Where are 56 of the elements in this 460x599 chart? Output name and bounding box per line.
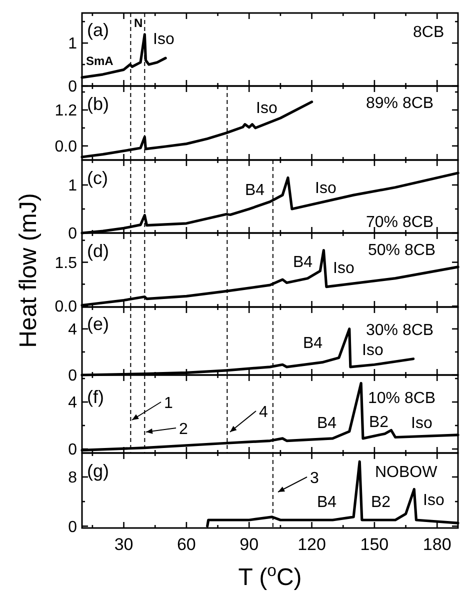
annotation: Iso	[153, 31, 174, 48]
annotation: Iso	[256, 100, 278, 117]
x-tick-label: 150	[360, 535, 389, 554]
annotation: 10% 8CB	[368, 390, 436, 407]
x-tick-label: 180	[422, 535, 452, 554]
y-tick-label: 4	[68, 394, 78, 412]
annotation: Iso	[315, 180, 336, 197]
annotation: B4	[317, 494, 337, 511]
y-tick-label: 4	[68, 322, 78, 338]
x-axis-title: T ($^{o}$C)	[238, 560, 302, 591]
annotation: 30% 8CB	[366, 322, 434, 339]
y-tick-label: 0	[68, 442, 78, 459]
y-axis-title: Heat flow (mJ)	[15, 193, 42, 348]
y-tick-label: 1	[68, 178, 78, 195]
annotation: NOBOW	[375, 464, 438, 481]
y-tick-label: 0	[68, 78, 78, 96]
x-tick-label: 90	[240, 535, 259, 554]
x-tick-label: 120	[298, 535, 326, 554]
annotation: B4	[303, 335, 323, 352]
annotation: 50% 8CB	[368, 242, 436, 259]
annotation: (a)	[87, 20, 109, 40]
annotation: 1	[164, 395, 173, 412]
annotation: (b)	[87, 94, 109, 114]
annotation: N	[134, 16, 143, 30]
annotation: B2	[371, 494, 391, 511]
annotation: SmA	[86, 54, 114, 68]
annotation: Iso	[333, 260, 354, 277]
y-tick-label: 1.2	[54, 102, 78, 120]
y-tick-label: 0.0	[54, 298, 78, 316]
y-tick-label: 1.5	[54, 254, 78, 272]
annotation: Iso	[423, 492, 444, 509]
y-tick-label: 0	[68, 518, 78, 536]
annotation: 89% 8CB	[366, 95, 434, 112]
x-tick-label: 60	[176, 535, 196, 554]
y-tick-label: 8	[68, 470, 78, 487]
annotation: Iso	[411, 415, 432, 432]
annotation: (c)	[87, 168, 108, 188]
annotation: 8CB	[413, 24, 444, 41]
annotation: B4	[293, 254, 313, 271]
y-tick-label: 1	[68, 36, 78, 53]
annotation: Iso	[362, 342, 384, 359]
y-tick-label: 0.0	[54, 138, 78, 156]
annotation: 3	[310, 470, 319, 487]
annotation: (f)	[87, 387, 104, 407]
y-tick-label: 0	[68, 368, 78, 385]
annotation: (e)	[87, 314, 109, 334]
annotation: B4	[317, 415, 337, 432]
annotation: 70% 8CB	[366, 214, 434, 231]
y-tick-label: 0	[68, 226, 78, 243]
annotation: 4	[259, 404, 268, 421]
annotation: B4	[245, 182, 265, 199]
annotation: 2	[179, 421, 188, 438]
annotation: B2	[369, 414, 389, 431]
x-tick-label: 30	[114, 535, 134, 554]
annotation: (g)	[87, 461, 109, 481]
annotation: (d)	[87, 241, 109, 261]
